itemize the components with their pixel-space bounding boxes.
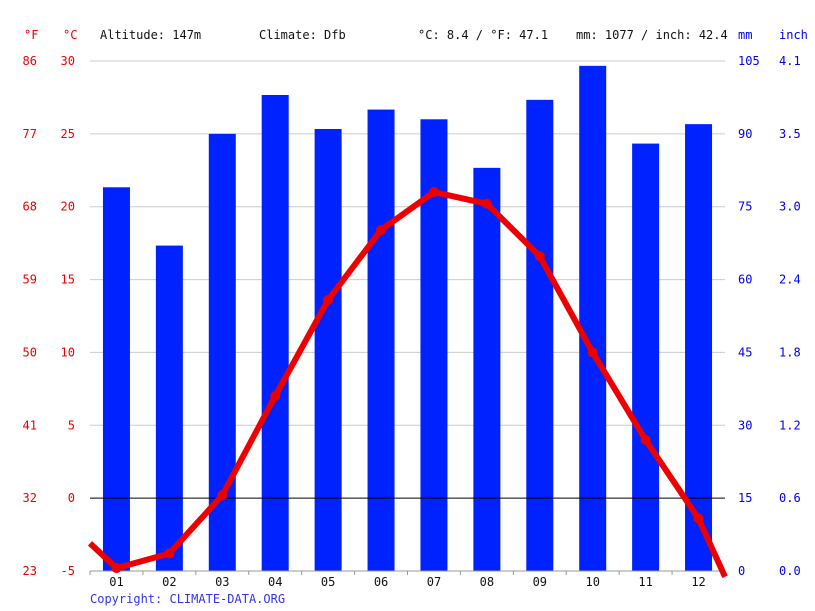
month-tick-label: 01 [109,575,123,589]
fahrenheit-tick-label: 23 [23,564,37,578]
altitude-label: Altitude: 147m [100,28,202,42]
temperature-point [323,294,334,305]
temperature-point [376,225,387,236]
inch-unit-label: inch [779,28,808,42]
inch-tick-label: 4.1 [779,54,801,68]
precipitation-bar [261,95,289,571]
fahrenheit-tick-label: 68 [23,200,37,214]
temperature-point [164,548,175,559]
inch-tick-label: 2.4 [779,273,801,287]
temperature-point [481,198,492,209]
precipitation-bar [685,124,713,572]
temperature-point [534,251,545,262]
celsius-tick-label: 15 [61,273,75,287]
precipitation-bar [420,119,448,572]
temperature-point [693,513,704,524]
mm-tick-label: 60 [738,273,752,287]
precipitation-average-label: mm: 1077 / inch: 42.4 [576,28,728,42]
fahrenheit-tick-label: 77 [23,127,37,141]
temperature-point [111,563,122,574]
celsius-tick-label: 10 [61,345,75,359]
celsius-tick-label: 5 [68,418,75,432]
temperature-point [428,187,439,198]
temperature-average-label: °C: 8.4 / °F: 47.1 [418,28,549,42]
month-tick-label: 11 [638,575,652,589]
inch-tick-label: 1.2 [779,418,801,432]
celsius-tick-label: -5 [61,564,75,578]
inch-tick-label: 3.5 [779,127,801,141]
fahrenheit-tick-label: 32 [23,491,37,505]
precipitation-bar [632,143,660,572]
copyright-link[interactable]: Copyright: CLIMATE-DATA.ORG [90,592,286,606]
fahrenheit-tick-label: 59 [23,273,37,287]
mm-tick-label: 105 [738,54,760,68]
month-tick-label: 06 [374,575,388,589]
fahrenheit-tick-label: 41 [23,418,37,432]
celsius-unit-label: °C [63,28,78,42]
precipitation-bar [314,129,342,571]
month-tick-label: 03 [215,575,229,589]
precipitation-bar [526,99,554,571]
climate-label: Climate: Dfb [259,28,346,42]
month-tick-label: 07 [427,575,441,589]
inch-tick-label: 0.0 [779,564,801,578]
precipitation-bar [155,245,183,572]
inch-tick-label: 1.8 [779,345,801,359]
precipitation-bar [473,167,501,571]
precipitation-bar [579,65,607,571]
mm-tick-label: 45 [738,345,752,359]
month-tick-label: 05 [321,575,335,589]
fahrenheit-unit-label: °F [24,28,39,42]
temperature-line [87,189,728,579]
precipitation-bar [102,187,130,572]
temperature-point [270,391,281,402]
month-tick-label: 12 [691,575,705,589]
mm-tick-label: 90 [738,127,752,141]
celsius-tick-label: 30 [61,54,75,68]
mm-tick-label: 15 [738,491,752,505]
inch-tick-label: 0.6 [779,491,801,505]
mm-tick-label: 0 [738,564,745,578]
month-tick-label: 08 [480,575,494,589]
month-tick-label: 02 [162,575,176,589]
temperature-point [587,347,598,358]
fahrenheit-tick-label: 86 [23,54,37,68]
temperature-point [640,434,651,445]
temperature-point [217,490,228,501]
celsius-tick-label: 25 [61,127,75,141]
precipitation-bar [367,109,395,572]
fahrenheit-tick-label: 50 [23,345,37,359]
month-tick-label: 09 [533,575,547,589]
month-tick-label: 10 [585,575,599,589]
inch-tick-label: 3.0 [779,200,801,214]
mm-tick-label: 75 [738,200,752,214]
month-tick-label: 04 [268,575,282,589]
celsius-tick-label: 20 [61,200,75,214]
celsius-tick-label: 0 [68,491,75,505]
mm-tick-label: 30 [738,418,752,432]
mm-unit-label: mm [738,28,753,42]
